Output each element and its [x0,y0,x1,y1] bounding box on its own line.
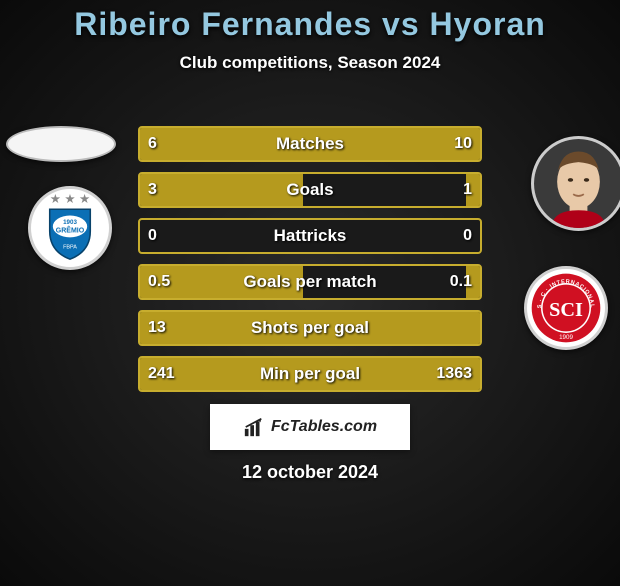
stat-row-hattricks: Hattricks00 [138,218,482,254]
svg-text:★ ★ ★: ★ ★ ★ [50,192,90,206]
svg-text:FBPA: FBPA [63,244,77,250]
stat-row-min-per-goal: Min per goal2411363 [138,356,482,392]
page-title: Ribeiro Fernandes vs Hyoran [0,6,620,43]
player-left-avatar [6,126,116,162]
svg-text:1909: 1909 [559,334,573,341]
player-right-avatar [531,136,620,231]
club-crest-right: SCI S · C · INTERNACIONAL 1909 [524,266,608,350]
stat-row-matches: Matches610 [138,126,482,162]
attribution-badge: FcTables.com [210,404,410,450]
stat-row-goals: Goals31 [138,172,482,208]
subtitle: Club competitions, Season 2024 [0,53,620,73]
club-crest-left: ★ ★ ★ 1903 GRÊMIO FBPA [28,186,112,270]
svg-text:SCI: SCI [549,299,583,321]
stat-row-goals-per-match: Goals per match0.50.1 [138,264,482,300]
date-text: 12 october 2024 [0,462,620,483]
attribution-text: FcTables.com [271,418,377,436]
svg-text:1903: 1903 [63,219,77,226]
stat-row-shots-per-goal: Shots per goal13 [138,310,482,346]
svg-text:GRÊMIO: GRÊMIO [56,226,85,235]
comparison-bars: Matches610 Goals31 Hattricks00 Goals per ma… [138,126,482,402]
